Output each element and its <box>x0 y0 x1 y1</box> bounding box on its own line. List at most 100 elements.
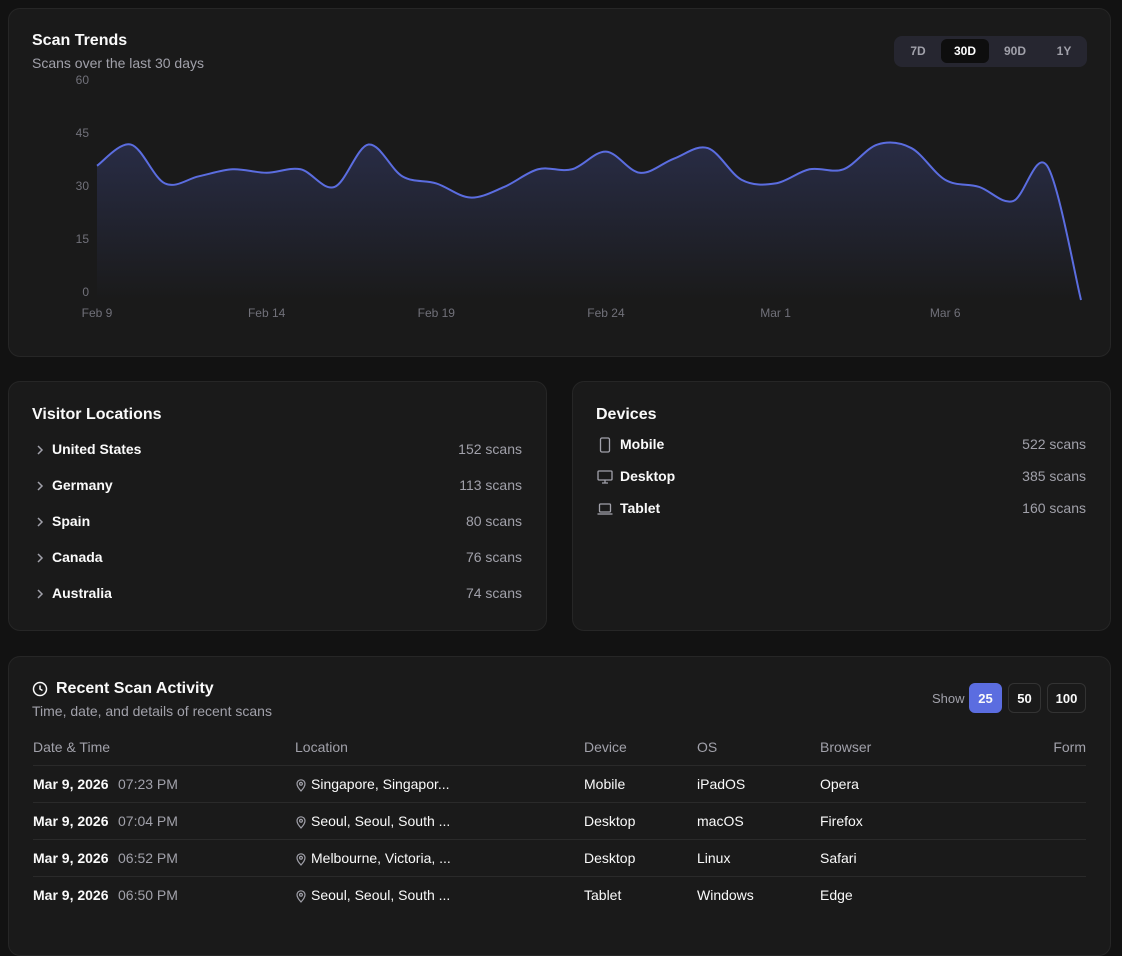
column-header: Device <box>584 739 627 755</box>
os: macOS <box>697 813 744 829</box>
chevron-icon[interactable] <box>35 552 45 564</box>
card-subtitle: Scans over the last 30 days <box>32 55 204 71</box>
column-header: Location <box>295 739 348 755</box>
location-name[interactable]: Spain <box>52 513 91 529</box>
location: Seoul, Seoul, South ... <box>311 887 451 903</box>
os: iPadOS <box>697 776 746 792</box>
card-title: Devices <box>596 406 657 423</box>
show-label: Show <box>932 691 965 706</box>
line <box>96 141 1082 301</box>
device: Desktop <box>584 813 636 829</box>
chevron <box>37 445 44 455</box>
row-divider <box>33 802 1086 803</box>
location-name[interactable]: Australia <box>52 585 112 601</box>
page: Scan Trends Scans over the last 30 days … <box>8 8 1111 956</box>
y-tick-label: 15 <box>76 232 90 246</box>
column-header: Browser <box>820 739 872 755</box>
range-button[interactable]: 90D <box>1003 44 1026 58</box>
location-name[interactable]: Germany <box>52 477 113 493</box>
card-title: Visitor Locations <box>32 406 162 423</box>
device: Desktop <box>584 850 636 866</box>
location-count: 76 scans <box>465 549 522 565</box>
card-title: Scan Trends <box>32 32 128 49</box>
chevron <box>37 553 44 563</box>
x-tick-label: Feb 9 <box>82 306 113 320</box>
column-header: Date & Time <box>33 739 111 755</box>
pin-icon <box>296 853 306 866</box>
location-count: 152 scans <box>458 441 522 457</box>
chart: 0 15 30 45 60 Feb 9 Feb 14 Feb 19 Feb 24 Mar 1 Mar… <box>76 73 1082 320</box>
chevron-icon[interactable] <box>35 444 45 456</box>
locations-card: Visitor Locations United States 152 scans… <box>8 381 547 631</box>
devices-card: Devices Mobile 522 scans Desktop 385 scans T… <box>572 381 1111 631</box>
x-tick-label: Mar 6 <box>930 306 961 320</box>
page-size-button[interactable]: 100 <box>1047 683 1086 713</box>
y-tick-label: 0 <box>82 285 89 299</box>
pin-icon <box>296 779 306 792</box>
card-subtitle: Time, date, and details of recent scans <box>32 703 272 719</box>
date: Mar 9, 2026 <box>33 776 109 792</box>
column-header: Form <box>1053 739 1086 755</box>
chevron <box>37 517 44 527</box>
row-divider <box>33 839 1086 840</box>
browser: Safari <box>820 850 857 866</box>
time: 07:04 PM <box>118 813 178 829</box>
y-tick-label: 45 <box>76 126 90 140</box>
browser: Opera <box>820 776 859 792</box>
range-button[interactable]: 30D <box>941 39 989 63</box>
device-count: 160 scans <box>1022 500 1086 516</box>
activity-card: Recent Scan Activity Time, date, and det… <box>8 656 1111 956</box>
date: Mar 9, 2026 <box>33 887 109 903</box>
chevron <box>37 589 44 599</box>
clock-icon <box>32 681 48 697</box>
device: Tablet <box>584 887 622 903</box>
page-size-button[interactable]: 25 <box>969 683 1002 713</box>
location-name[interactable]: United States <box>52 441 142 457</box>
y-tick-label: 60 <box>76 73 90 87</box>
chevron-icon[interactable] <box>35 480 45 492</box>
location: Seoul, Seoul, South ... <box>311 813 451 829</box>
x-tick-label: Feb 24 <box>587 306 625 320</box>
location: Singapore, Singapor... <box>311 776 450 792</box>
range-button[interactable]: 1Y <box>1056 44 1072 58</box>
device-icon <box>597 470 613 484</box>
device-name: Mobile <box>620 436 665 452</box>
pin-icon <box>296 890 306 903</box>
time: 06:52 PM <box>118 850 178 866</box>
location-count: 74 scans <box>465 585 522 601</box>
header-divider <box>33 765 1086 766</box>
device-name: Desktop <box>620 468 676 484</box>
area <box>97 142 1081 300</box>
time: 06:50 PM <box>118 887 178 903</box>
x-tick-label: Feb 19 <box>418 306 456 320</box>
page-size-button[interactable]: 50 <box>1008 683 1041 713</box>
range-toggle: 7D 30D 90D 1Y <box>894 36 1087 67</box>
device-name: Tablet <box>620 500 661 516</box>
location-count: 113 scans <box>459 477 522 493</box>
x-tick-label: Mar 1 <box>760 306 791 320</box>
device-count: 522 scans <box>1022 436 1086 452</box>
column-header: OS <box>697 739 718 755</box>
device-icon <box>597 503 613 515</box>
browser: Firefox <box>820 813 863 829</box>
location-name[interactable]: Canada <box>52 549 103 565</box>
browser: Edge <box>820 887 853 903</box>
range-button[interactable]: 7D <box>910 44 926 58</box>
card-title: Recent Scan Activity <box>56 680 214 697</box>
date: Mar 9, 2026 <box>33 813 109 829</box>
chevron-icon[interactable] <box>35 516 45 528</box>
time: 07:23 PM <box>118 776 178 792</box>
pin-icon <box>296 816 306 829</box>
location: Melbourne, Victoria, ... <box>311 850 451 866</box>
row-divider <box>33 876 1086 877</box>
device: Mobile <box>584 776 626 792</box>
location-count: 80 scans <box>465 513 522 529</box>
os: Windows <box>697 887 754 903</box>
os: Linux <box>697 850 731 866</box>
x-tick-label: Feb 14 <box>248 306 286 320</box>
device-count: 385 scans <box>1022 468 1086 484</box>
y-tick-label: 30 <box>76 179 90 193</box>
chevron-icon[interactable] <box>35 588 45 600</box>
chevron <box>37 481 44 491</box>
date: Mar 9, 2026 <box>33 850 109 866</box>
